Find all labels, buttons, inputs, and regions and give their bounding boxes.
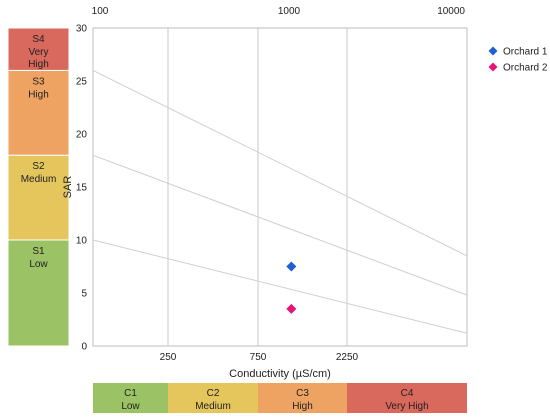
sodium-class-label: Medium: [21, 174, 57, 185]
class-boundary-line: [92, 239, 468, 334]
legend-entry: Orchard 1: [503, 47, 548, 58]
salinity-class-band: [258, 383, 347, 413]
sodium-class-code: S2: [32, 161, 45, 172]
y-tick-label: 30: [76, 24, 88, 35]
sodium-class-code: S4: [32, 34, 45, 45]
y-tick-label: 10: [76, 236, 88, 247]
class-boundary-line: [92, 69, 468, 257]
salinity-class-band: [93, 383, 168, 413]
y-tick-label: 25: [76, 77, 88, 88]
x-top-tick-label: 100: [92, 6, 109, 17]
legend-marker: [488, 46, 498, 56]
sodium-class-band: [7, 239, 70, 347]
salinity-class-band: [168, 383, 258, 413]
y-tick-label: 0: [81, 342, 87, 353]
class-boundary-line: [92, 154, 468, 296]
y-tick-label: 15: [76, 183, 88, 194]
y-tick-label: 20: [76, 130, 88, 141]
salinity-class-code: C4: [401, 388, 414, 399]
x-bottom-tick-label: 2250: [336, 352, 359, 363]
salinity-class-band: [347, 383, 467, 413]
data-point: [286, 261, 297, 272]
sodium-class-band: [7, 154, 70, 241]
salinity-class-label: Low: [121, 401, 140, 412]
salinity-class-code: C2: [207, 388, 220, 399]
sodium-class-label: High: [28, 59, 49, 70]
x-top-tick-label: 1000: [278, 6, 301, 17]
salinity-class-code: C3: [296, 388, 309, 399]
x-bottom-tick-label: 750: [250, 352, 267, 363]
x-bottom-tick-label: 250: [160, 352, 177, 363]
sodium-class-label: Low: [29, 259, 48, 270]
data-point: [286, 303, 297, 314]
legend-marker: [488, 62, 498, 72]
y-axis-title: SAR: [62, 176, 74, 199]
salinity-class-code: C1: [124, 388, 137, 399]
sodium-class-band: [7, 27, 70, 71]
salinity-class-label: Very High: [385, 401, 428, 412]
salinity-class-label: High: [292, 401, 313, 412]
x-axis-title: Conductivity (µS/cm): [229, 368, 331, 380]
x-top-tick-label: 10000: [437, 6, 465, 17]
sodium-class-label: Very: [28, 47, 48, 58]
sodium-class-code: S1: [32, 246, 45, 257]
y-tick-label: 5: [81, 289, 87, 300]
sodium-class-code: S3: [32, 76, 45, 87]
plot-area-border: [92, 27, 468, 347]
sodium-class-label: High: [28, 89, 49, 100]
salinity-class-label: Medium: [195, 401, 231, 412]
legend-entry: Orchard 2: [503, 63, 548, 74]
